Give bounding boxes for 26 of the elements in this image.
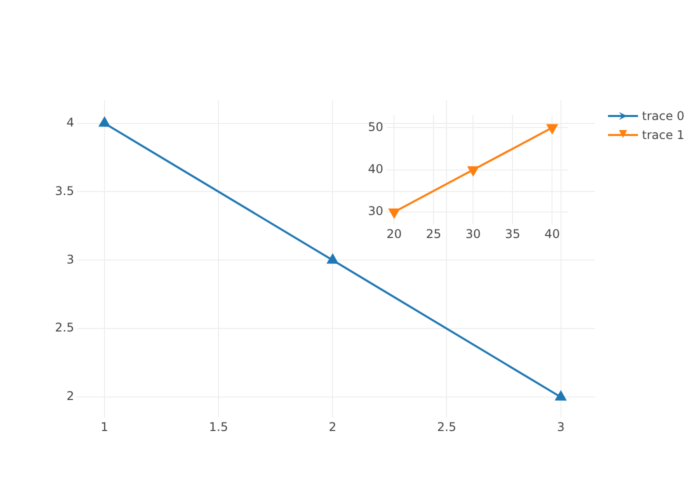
point	[546, 124, 558, 134]
x-tick-label: 20	[386, 226, 402, 241]
y-tick-label: 2.5	[54, 320, 74, 335]
x-tick-label: 40	[544, 226, 560, 241]
y-tick-label: 50	[368, 120, 384, 134]
y-tick-label: 4	[66, 115, 74, 130]
point	[555, 391, 566, 401]
point	[388, 208, 400, 218]
point	[468, 166, 479, 176]
x-tick-label: 3	[556, 420, 565, 434]
x-tick-label: 2	[328, 420, 336, 434]
x-tick-label: 25	[426, 226, 442, 241]
y-tick-label: 3	[66, 252, 74, 266]
x-tick-label: 30	[466, 226, 481, 241]
y-tick-label: 3.5	[54, 184, 74, 198]
y-tick-label: 30	[368, 204, 384, 218]
point	[99, 117, 110, 127]
point	[327, 254, 338, 264]
x-tick-label: 2.5	[437, 420, 456, 434]
y-tick-label: 40	[368, 162, 384, 176]
x-tick-label: 35	[505, 226, 520, 241]
y-tick-label: 2	[66, 389, 74, 404]
x-tick-label: 1.5	[208, 420, 228, 434]
legend-label: trace 0	[642, 108, 684, 122]
x-tick-label: 1	[100, 420, 108, 434]
legend-label: trace 1	[642, 128, 684, 142]
